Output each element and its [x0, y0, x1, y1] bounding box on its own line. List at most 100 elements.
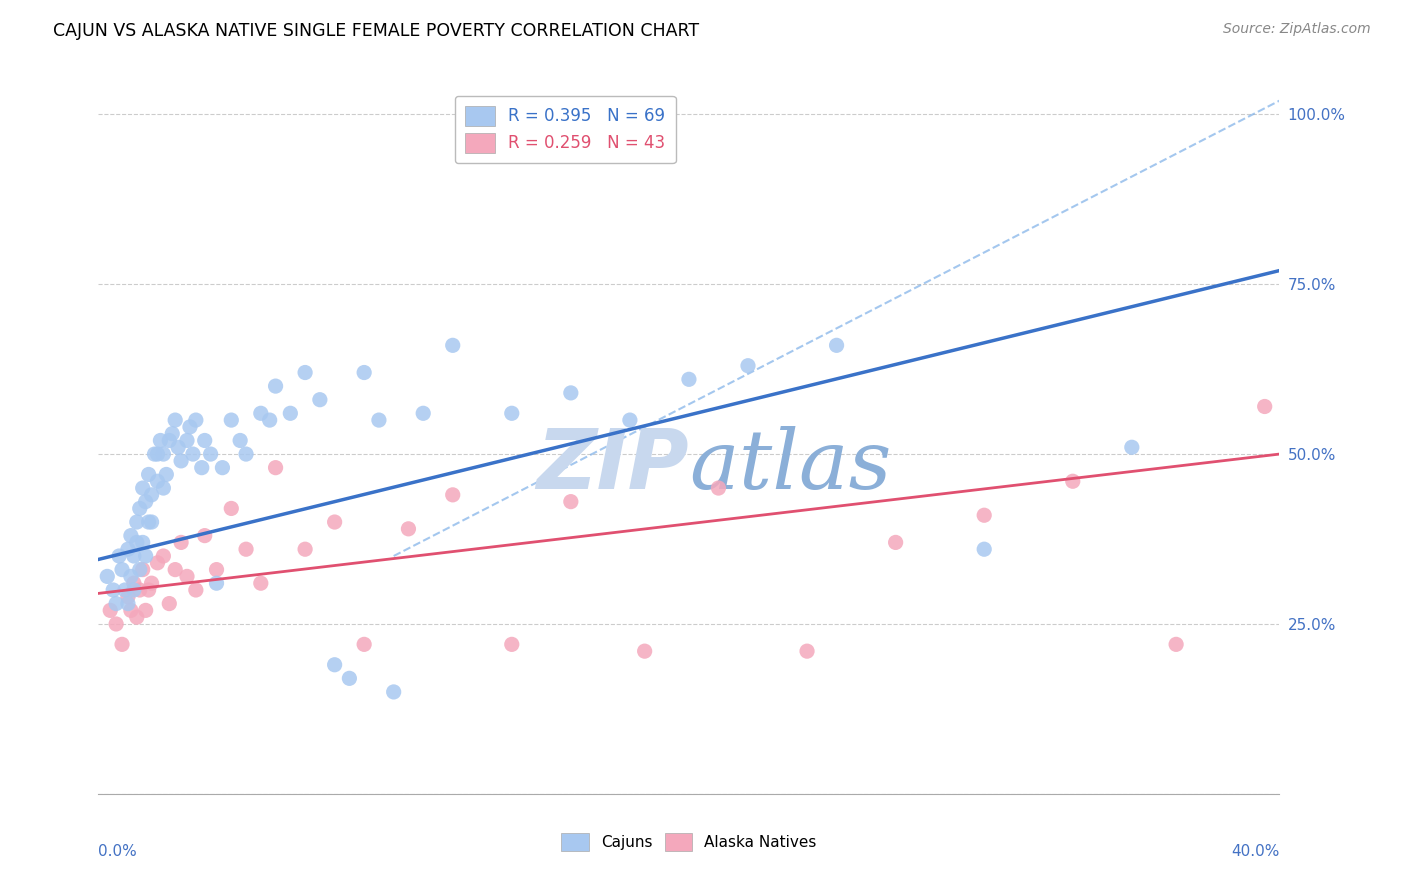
Point: [1062, 475, 1084, 489]
Point: [194, 434, 217, 448]
Point: [191, 460, 214, 475]
Point: [114, 582, 136, 597]
Point: [125, 610, 148, 624]
Point: [132, 563, 155, 577]
Point: [128, 563, 150, 577]
Point: [122, 582, 145, 597]
Point: [294, 366, 316, 380]
Point: [143, 447, 166, 461]
Point: [157, 597, 180, 611]
Point: [111, 563, 134, 577]
Point: [441, 338, 464, 352]
Point: [205, 576, 228, 591]
Point: [309, 392, 332, 407]
Point: [125, 515, 148, 529]
Point: [259, 413, 281, 427]
Point: [382, 685, 405, 699]
Point: [353, 637, 375, 651]
Point: [250, 576, 273, 591]
Point: [229, 434, 252, 448]
Point: [162, 426, 183, 441]
Point: [441, 488, 464, 502]
Point: [146, 556, 169, 570]
Point: [120, 603, 142, 617]
Point: [221, 413, 243, 427]
Point: [152, 549, 174, 563]
Point: [205, 563, 228, 577]
Point: [108, 549, 131, 563]
Point: [146, 475, 169, 489]
Point: [117, 590, 139, 604]
Point: [973, 508, 995, 523]
Point: [125, 535, 148, 549]
Point: [560, 385, 582, 400]
Point: [560, 494, 582, 508]
Point: [170, 535, 193, 549]
Text: 0.0%: 0.0%: [98, 844, 138, 859]
Point: [796, 644, 818, 658]
Point: [141, 515, 163, 529]
Point: [501, 406, 523, 420]
Text: CAJUN VS ALASKA NATIVE SINGLE FEMALE POVERTY CORRELATION CHART: CAJUN VS ALASKA NATIVE SINGLE FEMALE POV…: [53, 22, 700, 40]
Point: [250, 406, 273, 420]
Point: [167, 440, 190, 454]
Text: atlas: atlas: [689, 425, 891, 506]
Point: [194, 528, 217, 542]
Point: [165, 413, 187, 427]
Point: [103, 582, 125, 597]
Legend: Cajuns, Alaska Natives: Cajuns, Alaska Natives: [555, 827, 823, 857]
Point: [96, 569, 118, 583]
Point: [170, 454, 193, 468]
Point: [138, 582, 160, 597]
Point: [138, 467, 160, 482]
Point: [120, 528, 142, 542]
Point: [149, 434, 172, 448]
Point: [501, 637, 523, 651]
Point: [1121, 440, 1143, 454]
Point: [737, 359, 759, 373]
Point: [323, 515, 346, 529]
Point: [973, 542, 995, 557]
Point: [111, 637, 134, 651]
Point: [1166, 637, 1188, 651]
Point: [184, 413, 207, 427]
Point: [634, 644, 657, 658]
Point: [707, 481, 730, 495]
Point: [619, 413, 641, 427]
Point: [135, 603, 157, 617]
Point: [155, 467, 177, 482]
Point: [1254, 400, 1277, 414]
Point: [105, 617, 128, 632]
Point: [264, 379, 287, 393]
Point: [98, 603, 121, 617]
Point: [323, 657, 346, 672]
Point: [135, 549, 157, 563]
Point: [152, 447, 174, 461]
Point: [128, 582, 150, 597]
Text: ZIP: ZIP: [536, 425, 689, 506]
Point: [339, 671, 361, 685]
Point: [138, 515, 160, 529]
Point: [105, 597, 128, 611]
Point: [221, 501, 243, 516]
Point: [128, 501, 150, 516]
Point: [368, 413, 391, 427]
Point: [280, 406, 302, 420]
Point: [825, 338, 848, 352]
Point: [412, 406, 434, 420]
Point: [181, 447, 204, 461]
Point: [157, 434, 180, 448]
Point: [200, 447, 222, 461]
Point: [353, 366, 375, 380]
Point: [152, 481, 174, 495]
Point: [264, 460, 287, 475]
Point: [235, 542, 257, 557]
Point: [141, 576, 163, 591]
Point: [122, 549, 145, 563]
Point: [884, 535, 907, 549]
Point: [176, 569, 198, 583]
Point: [146, 447, 169, 461]
Point: [211, 460, 233, 475]
Point: [235, 447, 257, 461]
Point: [179, 420, 201, 434]
